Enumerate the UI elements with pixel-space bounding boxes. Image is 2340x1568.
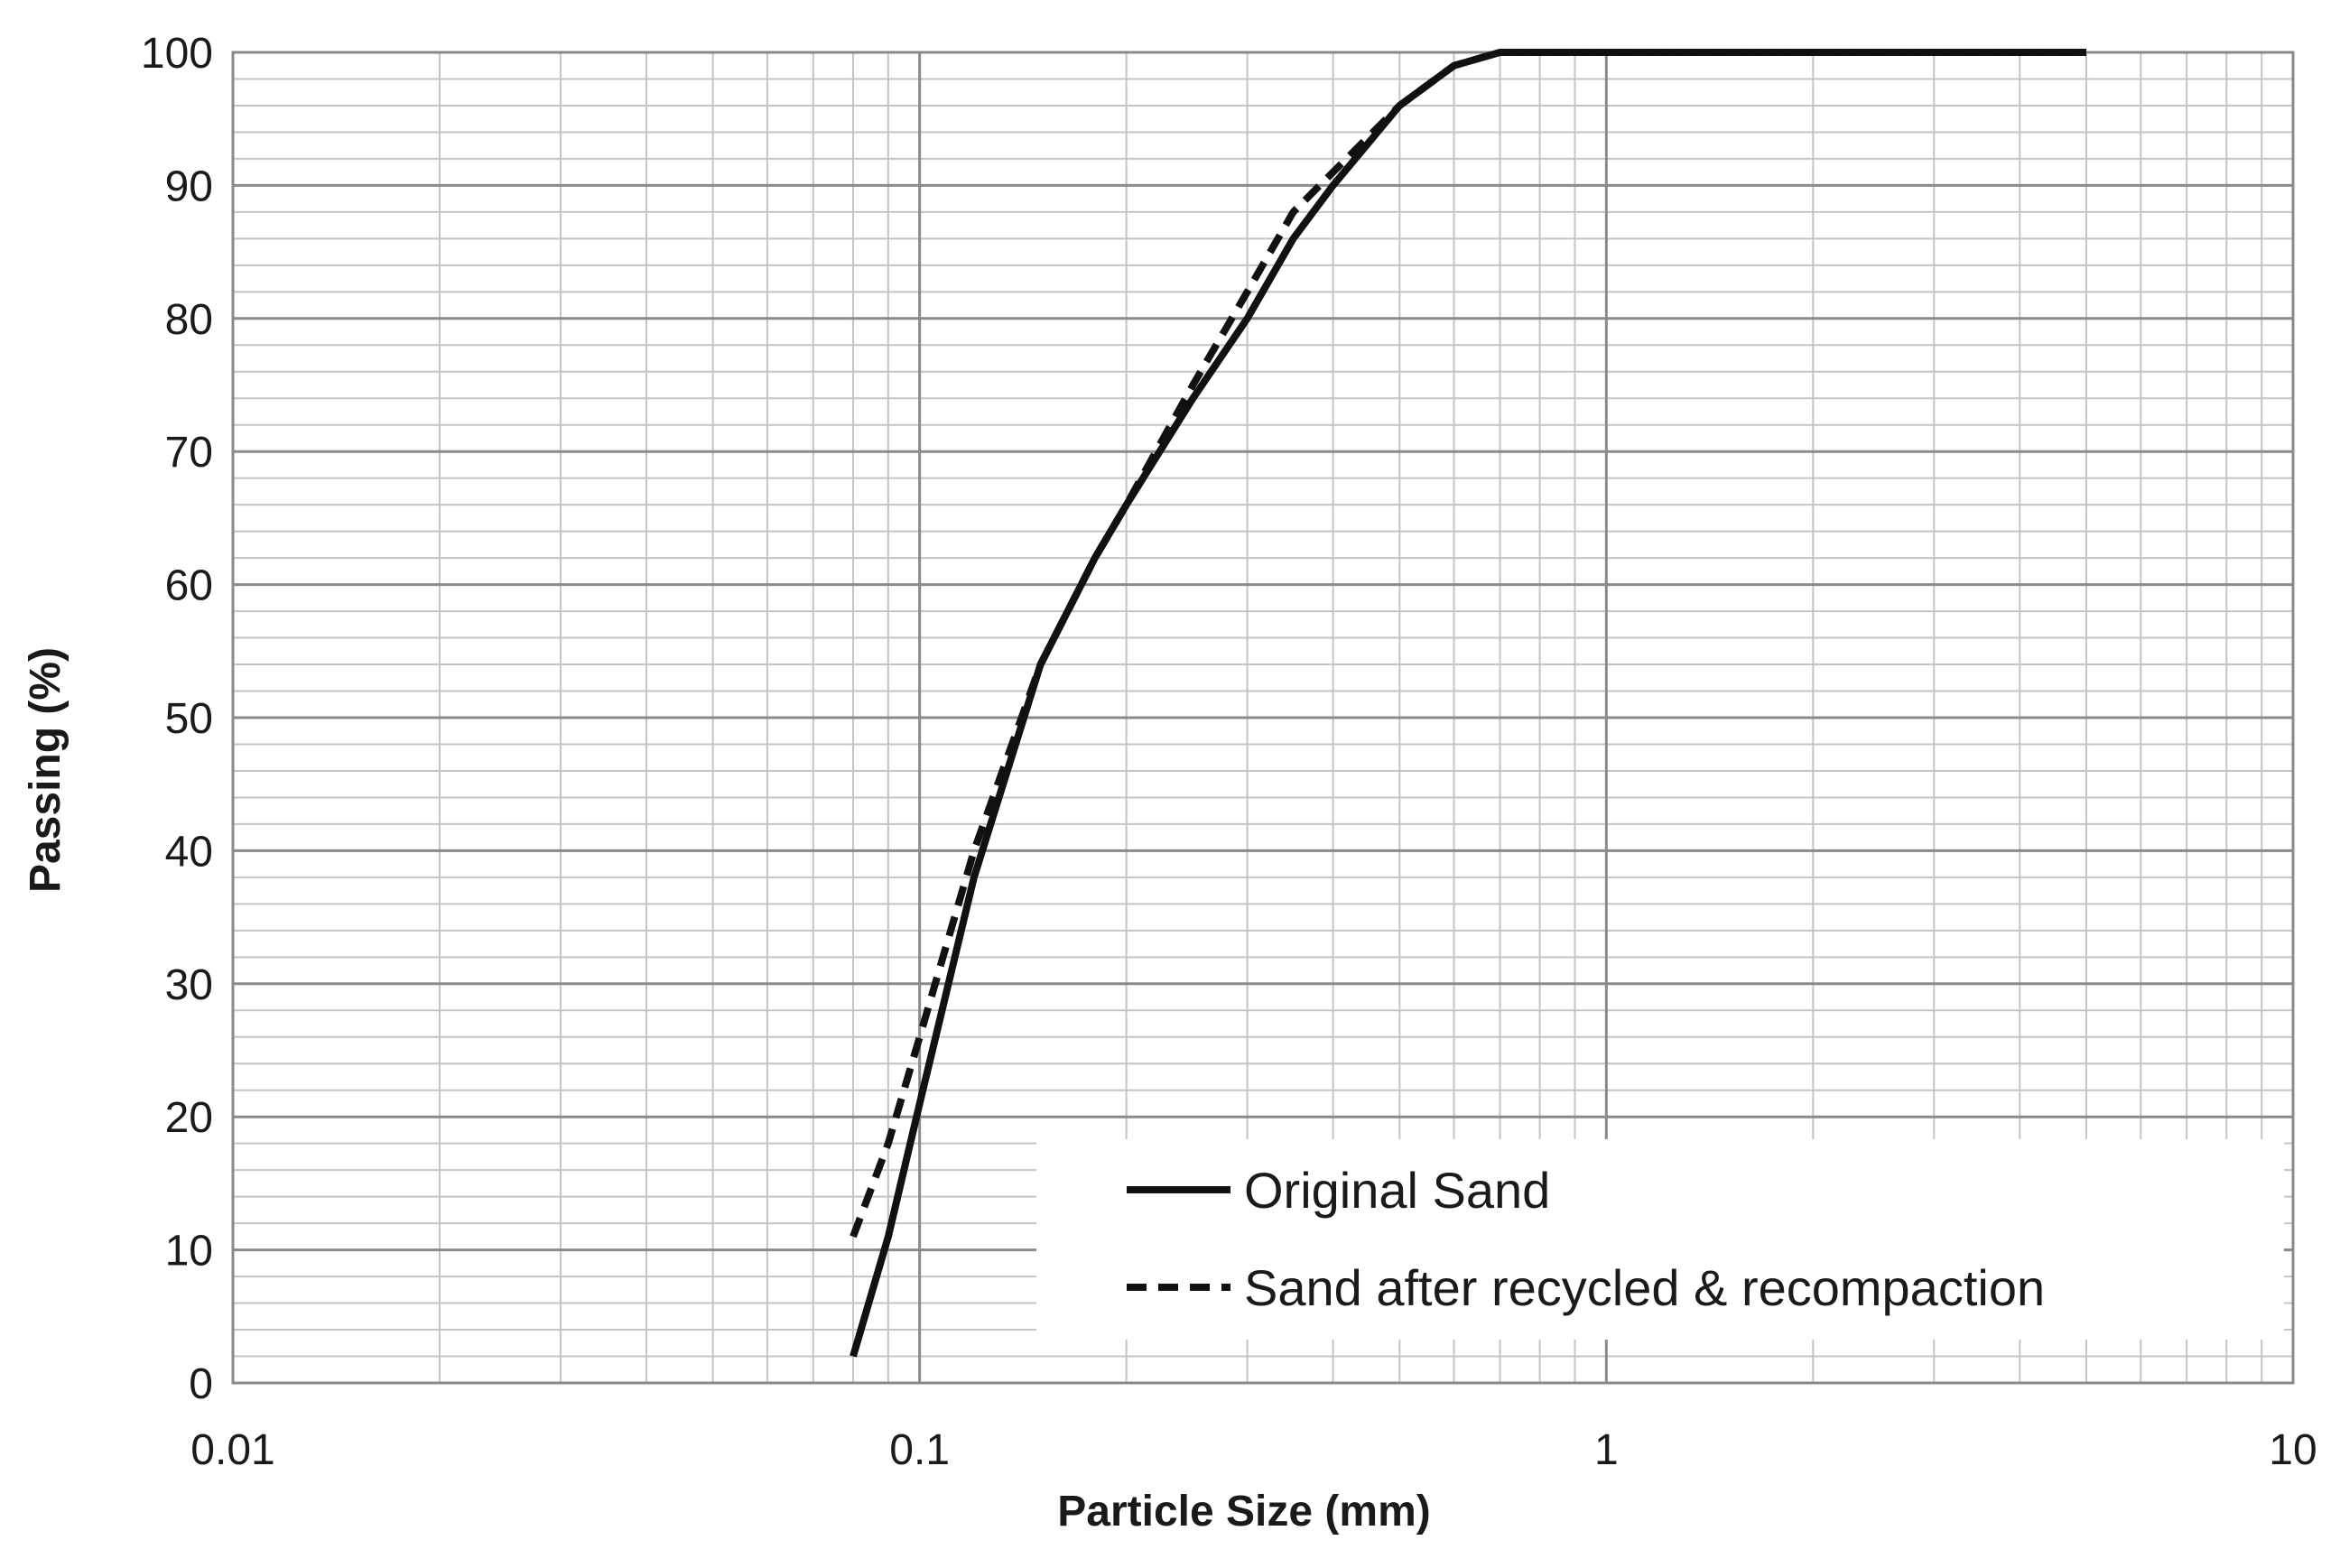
y-tick-labels: 0 10 20 30 40 50 60 70 80 90 100: [141, 30, 213, 1408]
legend: Original Sand Sand after recycled & recom…: [1036, 1139, 2284, 1340]
y-tick-label: 80: [165, 296, 213, 344]
y-tick-label: 50: [165, 695, 213, 743]
y-tick-label: 20: [165, 1094, 213, 1142]
x-tick-label: 0.1: [889, 1426, 950, 1474]
y-tick-label: 100: [141, 30, 213, 78]
legend-label: Sand after recycled & recompaction: [1244, 1259, 2045, 1316]
plot-frame: [231, 51, 2295, 1385]
series-line-dashed: [850, 49, 2086, 1239]
y-tick-label: 0: [189, 1360, 213, 1408]
y-tick-label: 40: [165, 828, 213, 876]
x-tick-label: 10: [2269, 1426, 2317, 1474]
y-tick-label: 10: [165, 1228, 213, 1276]
legend-box: [1036, 1139, 2284, 1340]
x-tick-label: 0.01: [190, 1426, 274, 1474]
y-axis-title: Passing (%): [22, 647, 70, 893]
x-tick-labels: 0.01 0.1 1 10: [190, 1426, 2317, 1474]
y-tick-label: 70: [165, 429, 213, 477]
series-lines: [850, 49, 2086, 1358]
legend-label: Original Sand: [1244, 1162, 1550, 1219]
y-tick-label: 60: [165, 562, 213, 610]
x-axis-title: Particle Size (mm): [1057, 1488, 1430, 1536]
grid: [231, 51, 2295, 1385]
y-tick-label: 90: [165, 162, 213, 210]
x-tick-label: 1: [1594, 1426, 1619, 1474]
y-tick-label: 30: [165, 961, 213, 1009]
